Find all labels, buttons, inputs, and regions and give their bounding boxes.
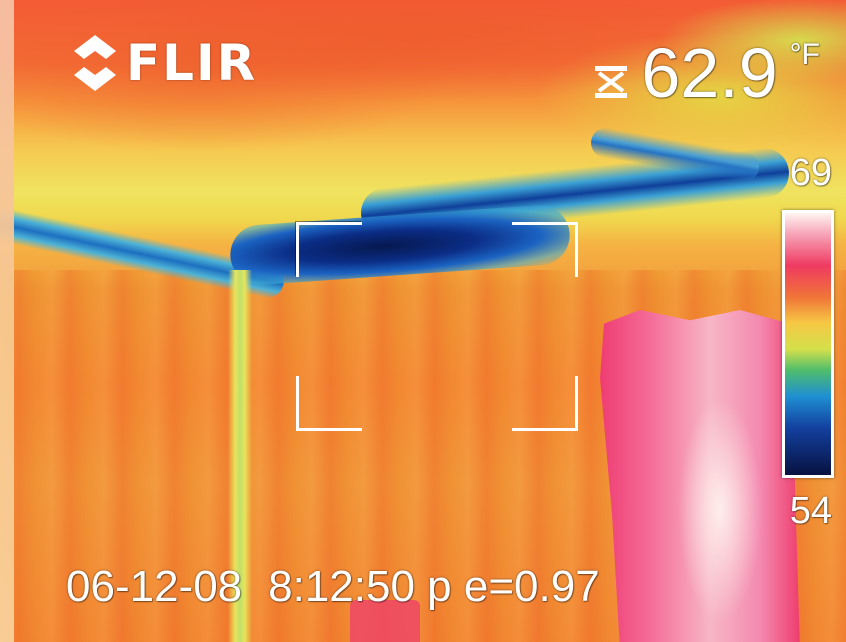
scale-min-label: 54 [789,490,832,532]
brand-name: FLIR [126,34,258,92]
left-edge [0,0,14,642]
color-scale-bar [782,210,834,478]
scale-max-label: 69 [789,152,832,194]
measure-box-corner-top-left [296,222,362,277]
flir-logo-icon [72,33,118,93]
temperature-unit: °F [789,38,820,71]
capture-date: 06-12-08 [66,562,243,611]
brand-logo: FLIR [72,28,257,98]
capture-info: 06-12-08 8:12:50 p e=0.97 [66,562,600,612]
measure-box-corner-top-right [512,222,578,277]
hot-region-small [350,600,420,642]
capture-time-emissivity: 8:12:50 p e=0.97 [268,562,600,612]
emissivity-value: e=0.97 [463,562,600,611]
spot-meter-icon [591,62,631,102]
spot-temperature-readout: 62.9 °F [591,38,820,108]
measure-box-corner-bottom-right [512,376,578,431]
spot-temperature-value: 62.9 [641,34,778,112]
hot-region [600,310,800,642]
measure-box-corner-bottom-left [296,376,362,431]
capture-time: 8:12:50 p [268,562,452,611]
